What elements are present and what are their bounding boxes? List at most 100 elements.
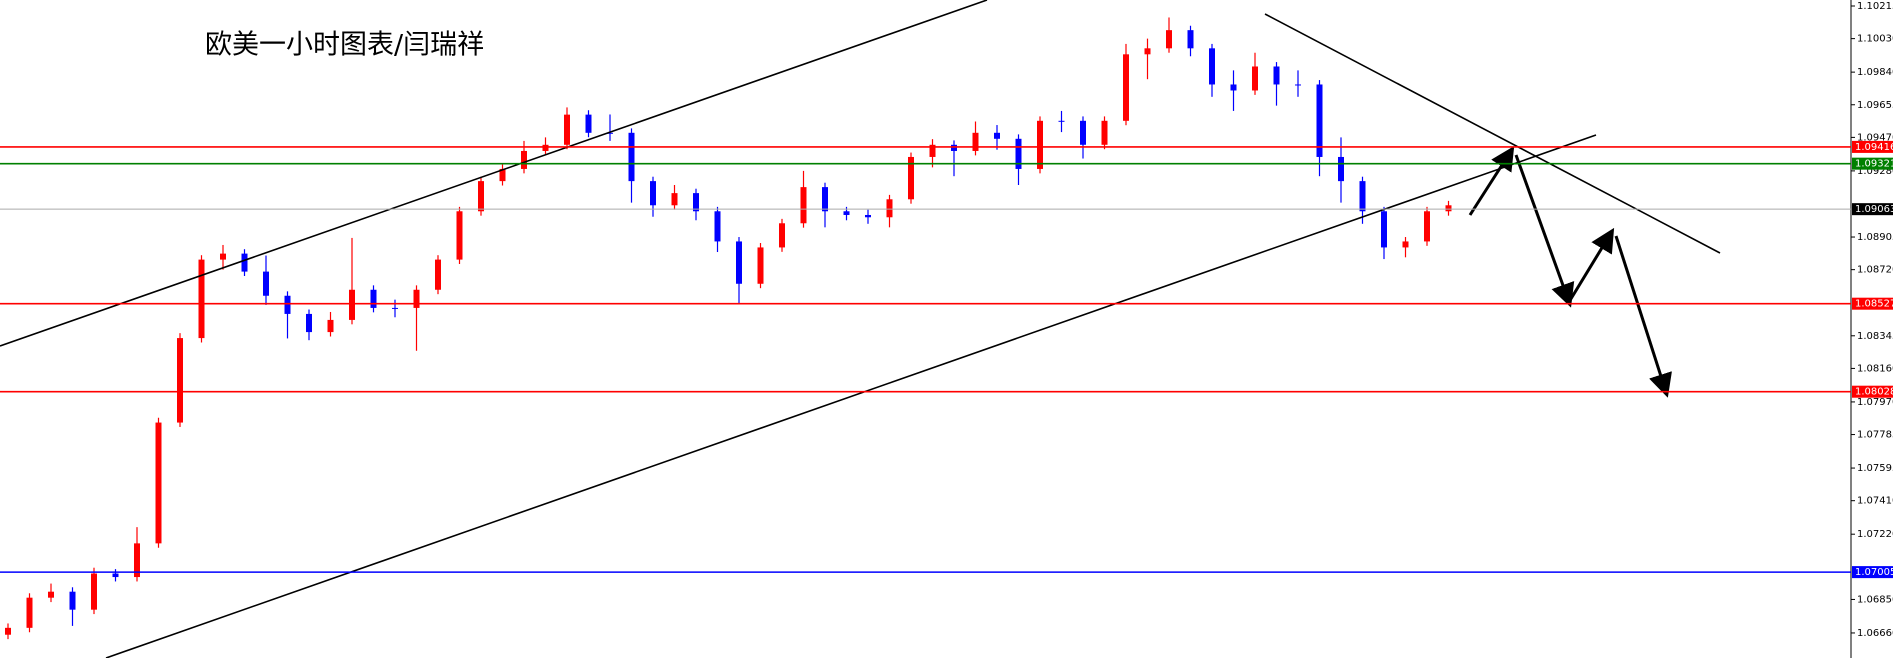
candle-body [413,289,420,308]
candle-body [155,422,162,544]
candle-body [26,597,33,628]
candle-body [392,307,398,309]
candle-body [542,144,549,151]
candle-body [198,259,205,339]
candle-body [69,591,76,610]
candle-body [757,247,764,284]
y-tick-label: 1.10030 [1857,34,1893,45]
y-tick-label: 1.07220 [1857,529,1893,540]
candle-body [865,214,871,218]
candle-body [843,211,850,215]
y-tick-label: 1.06660 [1857,628,1893,639]
arrow [1567,227,1615,303]
candle-body [134,543,140,578]
y-tick-label: 1.09840 [1857,67,1893,78]
candle-body [650,181,656,206]
candle-body [951,144,957,151]
y-tick-label: 1.10215 [1857,1,1893,12]
level-label-box [1852,203,1893,216]
candle-body [1338,156,1344,182]
y-tick-label: 1.07595 [1857,463,1893,474]
candle-body [349,289,355,320]
forecast-arrows [1468,145,1672,398]
candle-body [822,187,828,212]
level-label-box [1852,140,1893,153]
candle-body [972,132,979,151]
candle-body [628,132,635,182]
y-tick-label: 1.09470 [1857,132,1893,143]
candle-body [499,168,506,182]
candle-body [585,114,592,133]
candle-body [1101,120,1108,145]
y-tick-label: 1.09655 [1857,100,1893,111]
candle-body [1230,84,1237,91]
level-label: 1.07005 [1855,567,1893,578]
candle-body [1316,84,1323,157]
candle-body [607,132,613,134]
level-label: 1.08527 [1855,299,1893,310]
trend-lines [0,0,1721,658]
level-label-box [1852,297,1893,310]
level-label: 1.09321 [1855,159,1893,170]
candle-body [241,253,248,272]
level-label-box [1852,385,1893,398]
candle-body [671,193,678,206]
candle-body [929,144,936,157]
candle-body [1252,66,1258,91]
candle-body [779,223,785,248]
candle-body [1402,241,1409,248]
candle-body [263,271,269,296]
level-label-box [1852,157,1893,170]
price-axis: 1.10215 1.10030 1.09840 1.09655 1.09470 1.092… [1851,1,1893,639]
candle-body [1080,120,1086,145]
candle-body [177,338,183,423]
level-label-box [1852,566,1893,579]
candle-body [1445,205,1452,212]
candle-body [800,187,807,224]
y-tick-label: 1.07410 [1857,496,1893,507]
candle-body [1424,211,1430,242]
candle-body [1209,48,1215,85]
candles [5,17,1452,640]
candle-body [1058,120,1065,122]
channel-upper [0,0,988,347]
y-tick-label: 1.08160 [1857,363,1893,374]
candle-body [1015,138,1022,169]
candle-body [306,313,312,333]
candle-body [1037,120,1043,169]
candle-body [478,181,484,212]
chart-title: 欧美一小时图表/闫瑞祥 [205,30,484,61]
candle-body [456,211,463,260]
y-tick-label: 1.08905 [1857,232,1893,243]
candle-body [736,241,742,284]
candle-body [48,591,54,598]
candle-body [1273,66,1280,85]
candle-body [1166,30,1172,49]
candle-body [693,193,699,212]
candle-body [994,132,1000,139]
level-label: 1.08028 [1855,387,1893,398]
candle-body [908,156,914,200]
arrow [1614,235,1672,398]
arrow [1514,154,1575,308]
candle-body [521,150,527,169]
candle-body [435,259,441,290]
y-tick-label: 1.09280 [1857,166,1893,177]
candle-body [564,114,570,145]
candle-body [327,319,334,333]
candle-body [220,253,226,260]
candle-body [886,199,893,218]
y-tick-label: 1.06850 [1857,594,1893,605]
level-label: 1.09063 [1855,204,1893,215]
y-tick-label: 1.08345 [1857,331,1893,342]
candle-body [714,211,721,242]
candle-body [1187,30,1194,49]
y-tick-label: 1.08720 [1857,265,1893,276]
channel-lower [105,134,1597,658]
candle-body [1123,54,1129,121]
candle-body [284,295,291,314]
candle-body [112,573,119,578]
